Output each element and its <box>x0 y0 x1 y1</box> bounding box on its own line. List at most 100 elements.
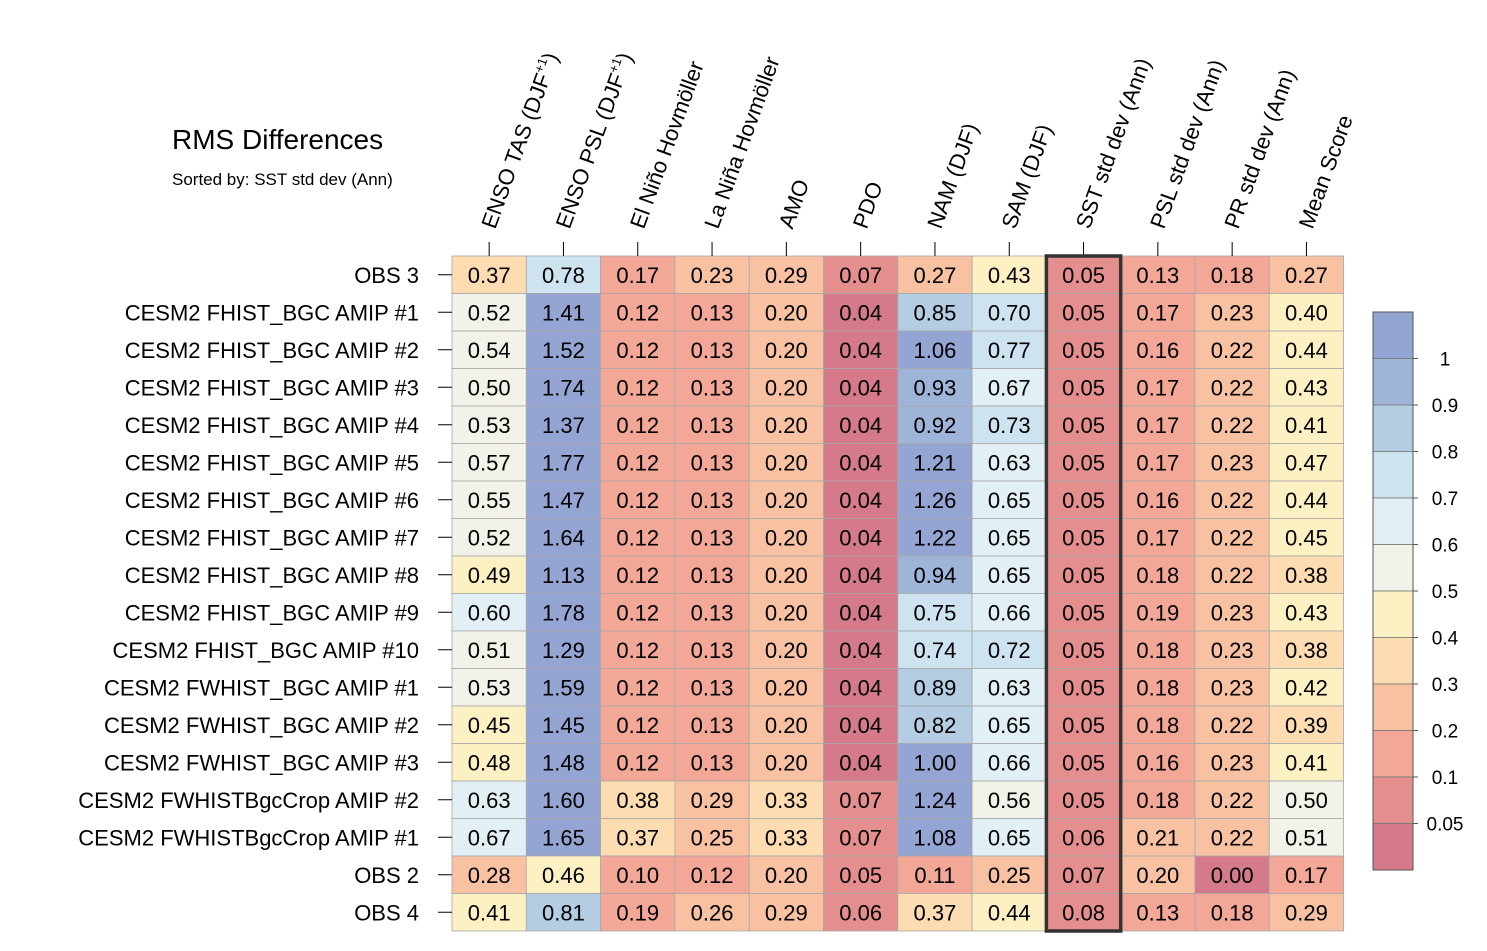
cell-value: 0.23 <box>1211 675 1254 700</box>
row-label: CESM2 FWHIST_BGC AMIP #3 <box>104 750 419 775</box>
colorbar-label: 0.3 <box>1432 675 1458 696</box>
chart-subtitle: Sorted by: SST std dev (Ann) <box>172 170 393 189</box>
heatmap-cell <box>1194 480 1270 519</box>
heatmap-cell <box>748 518 824 557</box>
cell-value: 0.13 <box>691 600 734 625</box>
cell-value: 0.20 <box>765 525 808 550</box>
heatmap-cell <box>1194 893 1270 932</box>
heatmap-cell <box>897 630 973 669</box>
colorbar-segment <box>1372 730 1414 778</box>
column-label: PDO <box>848 178 888 231</box>
row-label: CESM2 FHIST_BGC AMIP #2 <box>125 338 419 363</box>
heatmap-cell <box>748 780 824 819</box>
heatmap-cell <box>674 480 750 519</box>
heatmap-cell <box>897 855 973 894</box>
heatmap-cell <box>823 893 899 932</box>
row-label: CESM2 FHIST_BGC AMIP #5 <box>125 450 419 475</box>
heatmap-cell <box>1268 555 1345 594</box>
heatmap-cell <box>823 555 899 594</box>
cell-value: 0.16 <box>1136 338 1179 363</box>
colorbar-label: 1 <box>1440 350 1451 371</box>
column-label: ENSO TAS (DJF+1) <box>475 49 563 232</box>
cell-value: 0.13 <box>691 675 734 700</box>
cell-value: 0.20 <box>765 413 808 438</box>
cell-value: 0.18 <box>1211 263 1254 288</box>
cell-value: 0.13 <box>691 488 734 513</box>
cell-value: 0.05 <box>1062 638 1105 663</box>
heatmap-cell <box>823 405 899 444</box>
cell-value: 0.04 <box>839 750 882 775</box>
cell-value: 0.65 <box>988 563 1031 588</box>
cell-value: 0.75 <box>914 600 957 625</box>
heatmap-cell <box>451 668 527 707</box>
cell-value: 0.40 <box>1285 300 1328 325</box>
colorbar-segment <box>1372 404 1414 452</box>
column-label: La Niña Hovmöller <box>699 53 784 232</box>
heatmap-cell <box>1046 668 1122 707</box>
heatmap-cell <box>1268 668 1345 707</box>
colorbar-segment <box>1372 590 1414 638</box>
heatmap-cell <box>1268 630 1345 669</box>
cell-value: 0.22 <box>1211 713 1254 738</box>
cell-value: 0.43 <box>988 263 1031 288</box>
row-label: CESM2 FHIST_BGC AMIP #1 <box>125 300 419 325</box>
cell-value: 0.65 <box>988 488 1031 513</box>
cell-value: 1.64 <box>542 525 585 550</box>
cell-value: 0.46 <box>542 863 585 888</box>
heatmap-cell <box>451 630 527 669</box>
colorbar-segment <box>1372 451 1414 499</box>
heatmap-cell <box>748 743 824 782</box>
column-label: SST std dev (Ann) <box>1071 55 1156 232</box>
heatmap-cell <box>897 743 973 782</box>
cell-value: 0.16 <box>1136 488 1179 513</box>
cell-value: 0.67 <box>988 375 1031 400</box>
cell-value: 0.50 <box>1285 788 1328 813</box>
cell-value: 0.78 <box>542 263 585 288</box>
cell-value: 0.12 <box>616 413 659 438</box>
cell-value: 0.19 <box>616 900 659 925</box>
cell-value: 0.57 <box>468 450 511 475</box>
heatmap-cell <box>748 593 824 632</box>
heatmap-cell <box>748 668 824 707</box>
heatmap-cell <box>1120 405 1196 444</box>
cell-value: 0.38 <box>616 788 659 813</box>
heatmap-cell <box>674 405 750 444</box>
cell-value: 0.18 <box>1136 638 1179 663</box>
cell-value: 0.22 <box>1211 488 1254 513</box>
heatmap-cell <box>1046 330 1122 369</box>
cell-value: 0.22 <box>1211 413 1254 438</box>
cell-value: 0.41 <box>468 900 511 925</box>
cell-value: 0.00 <box>1211 863 1254 888</box>
heatmap-cell <box>600 330 676 369</box>
colorbar-segment <box>1372 358 1414 406</box>
cell-value: 0.18 <box>1136 788 1179 813</box>
cell-value: 1.24 <box>914 788 957 813</box>
heatmap-cell <box>1268 780 1345 819</box>
cell-value: 0.93 <box>914 375 957 400</box>
heatmap-cell <box>1046 818 1122 857</box>
cell-value: 0.37 <box>468 263 511 288</box>
cell-value: 0.23 <box>691 263 734 288</box>
cell-value: 0.23 <box>1211 300 1254 325</box>
heatmap-cell <box>823 293 899 332</box>
cell-value: 0.12 <box>616 600 659 625</box>
cell-value: 0.33 <box>765 788 808 813</box>
cell-value: 1.45 <box>542 713 585 738</box>
cell-value: 0.66 <box>988 750 1031 775</box>
cell-value: 0.04 <box>839 300 882 325</box>
cell-value: 0.66 <box>988 600 1031 625</box>
cell-value: 0.49 <box>468 563 511 588</box>
cell-value: 0.20 <box>765 863 808 888</box>
cell-value: 0.10 <box>616 863 659 888</box>
cell-value: 0.22 <box>1211 338 1254 363</box>
cell-value: 0.63 <box>988 450 1031 475</box>
heatmap-cell <box>1268 705 1345 744</box>
heatmap-cell <box>1194 705 1270 744</box>
cell-value: 0.13 <box>691 450 734 475</box>
cell-value: 0.41 <box>1285 413 1328 438</box>
heatmap-cell <box>1194 368 1270 407</box>
cell-value: 0.45 <box>468 713 511 738</box>
cell-value: 0.51 <box>1285 825 1328 850</box>
cell-value: 0.23 <box>1211 750 1254 775</box>
cell-value: 1.65 <box>542 825 585 850</box>
